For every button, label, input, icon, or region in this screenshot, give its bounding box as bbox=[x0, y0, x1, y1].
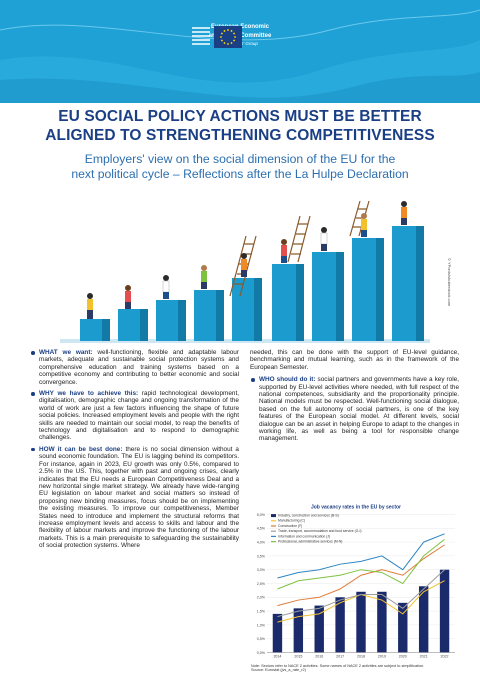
illustration-columns bbox=[80, 226, 424, 341]
eu-star-icon bbox=[227, 43, 229, 45]
title-line-1: EU SOCIAL POLICY ACTIONS MUST BE BETTER bbox=[58, 108, 422, 125]
chart-bar bbox=[314, 605, 324, 653]
eesc-logo: European Economic and Social Committee E… bbox=[190, 22, 290, 48]
chart-note-line-1: Note: Sectors refer to NACE 2 activities… bbox=[251, 664, 425, 668]
x-tick-label: 2016 bbox=[315, 655, 323, 659]
chart-bar bbox=[398, 602, 408, 653]
eu-star-icon bbox=[221, 32, 223, 35]
bullet-how-text: there is no social dimension without a s… bbox=[39, 445, 239, 550]
x-tick-label: 2019 bbox=[378, 655, 386, 659]
job-vacancy-chart: Job vacancy rates in the EU by sector In… bbox=[257, 505, 455, 659]
eu-star-icon bbox=[230, 30, 233, 32]
bullet-how-label: HOW it can be best done: bbox=[39, 445, 123, 453]
chart-bar bbox=[418, 586, 429, 653]
y-tick-label: 5,0% bbox=[257, 513, 266, 517]
bullet-why-label: WHY we have to achieve this: bbox=[39, 390, 139, 398]
subtitle-line-2: next political cycle – Reflections after… bbox=[71, 167, 409, 181]
chart-series-line bbox=[277, 538, 445, 590]
chart-title: Job vacancy rates in the EU by sector bbox=[311, 505, 401, 511]
y-tick-label: 2,0% bbox=[257, 596, 266, 600]
y-tick-label: 0,5% bbox=[257, 637, 266, 641]
bullet-who-text: social partners and governments have a k… bbox=[259, 376, 459, 443]
y-tick-label: 2,5% bbox=[257, 582, 266, 586]
page-subtitle: Employers' view on the social dimension … bbox=[20, 152, 460, 182]
chart-series-line bbox=[277, 569, 445, 618]
eu-star-icon bbox=[220, 36, 222, 38]
x-tick-label: 2015 bbox=[294, 655, 302, 659]
header-banner: European Economic and Social Committee E… bbox=[0, 0, 480, 103]
chart-bar bbox=[293, 608, 304, 653]
text-column-left: WHAT we want: well-functioning, flexible… bbox=[30, 349, 239, 554]
y-tick-label: 3,0% bbox=[257, 568, 266, 572]
chart-bar bbox=[335, 597, 345, 653]
y-tick-label: 1,0% bbox=[257, 623, 266, 627]
bullet-why-text: rapid technological development, digital… bbox=[39, 390, 239, 442]
chart-bar bbox=[439, 569, 450, 653]
chart-series-line bbox=[277, 544, 445, 607]
chart-note-line-2: Source: Eurostat (jvs_a_rate_r2) bbox=[251, 668, 306, 673]
title-line-2: ALIGNED TO STRENGTHENING COMPETITIVENESS bbox=[45, 127, 435, 144]
page-title: EU SOCIAL POLICY ACTIONS MUST BE BETTER … bbox=[20, 107, 460, 145]
y-tick-label: 4,5% bbox=[257, 527, 266, 531]
subtitle-line-1: Employers' view on the social dimension … bbox=[84, 152, 396, 166]
eu-star-icon bbox=[233, 39, 235, 42]
legend-swatch bbox=[271, 514, 276, 518]
x-tick-label: 2020 bbox=[399, 655, 407, 659]
x-tick-label: 2014 bbox=[273, 655, 281, 659]
y-tick-label: 4,0% bbox=[257, 541, 266, 545]
eu-star-icon bbox=[234, 36, 236, 38]
eu-star-icon bbox=[223, 30, 226, 32]
chart-bar bbox=[377, 591, 387, 653]
legend-label: Construction (F) bbox=[278, 524, 302, 528]
x-tick-label: 2018 bbox=[357, 655, 365, 659]
image-credit: © YPonts/shutterstock.com bbox=[447, 258, 452, 307]
eu-star-icon bbox=[221, 39, 223, 42]
bullet-what-text: well-functioning, flexible and adaptable… bbox=[39, 349, 239, 386]
bullet-who: WHO should do it: social partners and go… bbox=[251, 376, 459, 443]
legend-label: Manufacturing (C) bbox=[278, 519, 305, 523]
x-tick-label: 2017 bbox=[336, 655, 344, 659]
illustration-people bbox=[87, 201, 407, 319]
legend-label: Industry, construction and services (B-S… bbox=[278, 514, 339, 518]
legend-label: Professional, administrative services (M… bbox=[278, 540, 342, 544]
bullet-how-continued: needed, this can be done with the suppor… bbox=[250, 349, 459, 371]
x-tick-label: 2022 bbox=[441, 655, 449, 659]
legend-label: Information and communication (J) bbox=[278, 534, 330, 538]
chart-series-line bbox=[277, 533, 445, 579]
eu-star-icon bbox=[230, 42, 233, 44]
eu-star-icon bbox=[233, 32, 235, 35]
header-wave-decoration bbox=[0, 9, 480, 103]
y-tick-label: 3,5% bbox=[257, 554, 266, 558]
y-tick-label: 1,5% bbox=[257, 610, 266, 614]
bullet-what-label: WHAT we want: bbox=[39, 349, 93, 356]
y-tick-label: 0,0% bbox=[257, 651, 266, 655]
eesc-emblem-icon bbox=[192, 26, 242, 48]
chart-note: Note: Sectors refer to NACE 2 activities… bbox=[251, 664, 461, 673]
bullet-how: HOW it can be best done: there is no soc… bbox=[31, 445, 239, 550]
legend-label: Trade, transport, accommodation and food… bbox=[278, 529, 362, 533]
bullet-what: WHAT we want: well-functioning, flexible… bbox=[31, 349, 239, 386]
chart-bar bbox=[272, 613, 283, 653]
eu-star-icon bbox=[227, 29, 229, 31]
x-tick-label: 2021 bbox=[420, 655, 428, 659]
teamwork-bar-illustration bbox=[60, 200, 430, 343]
bullet-who-label: WHO should do it: bbox=[259, 376, 316, 384]
chart-bar bbox=[356, 591, 366, 653]
eu-star-icon bbox=[223, 42, 226, 44]
text-column-right: needed, this can be done with the suppor… bbox=[250, 349, 459, 447]
bullet-why: WHY we have to achieve this: rapid techn… bbox=[31, 390, 239, 442]
